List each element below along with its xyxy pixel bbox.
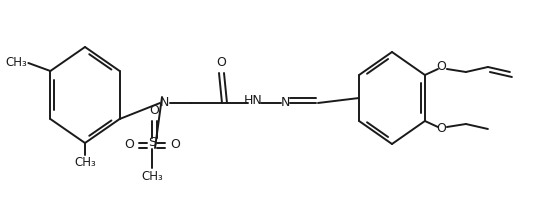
Text: O: O [436,60,446,73]
Text: O: O [149,104,159,117]
Text: CH₃: CH₃ [74,156,96,170]
Text: CH₃: CH₃ [141,170,163,182]
Text: S: S [148,137,156,149]
Text: O: O [436,123,446,136]
Text: O: O [124,139,134,151]
Text: O: O [170,139,180,151]
Text: N: N [281,97,290,109]
Text: HN: HN [244,95,263,107]
Text: CH₃: CH₃ [6,57,27,69]
Text: N: N [159,97,169,109]
Text: O: O [216,56,226,68]
